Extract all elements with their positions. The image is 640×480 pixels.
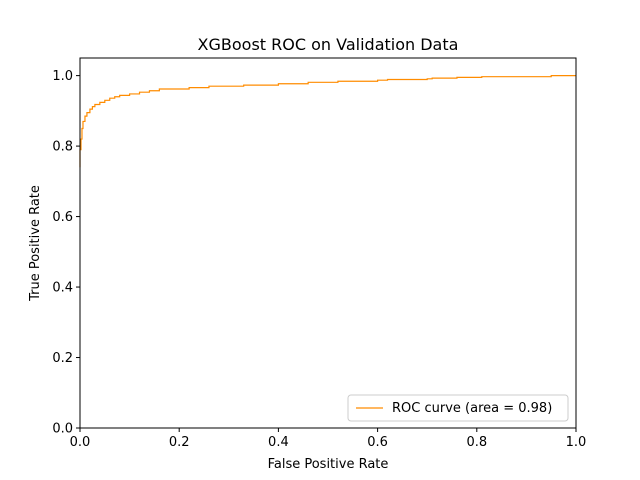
legend-box <box>347 394 569 422</box>
x-tick-label: 1.0 <box>566 435 587 450</box>
roc-curve-line <box>79 75 576 168</box>
x-tick-label: 0.2 <box>169 435 190 450</box>
x-axis-ticks: 0.0 0.2 0.4 0.6 0.8 1.0 <box>70 428 587 450</box>
x-tick-label: 0.8 <box>466 435 487 450</box>
plot-area <box>80 58 576 428</box>
chart-title: XGBoost ROC on Validation Data <box>198 35 459 54</box>
plot-frame <box>79 57 577 429</box>
y-tick-label: 0.8 <box>52 140 73 155</box>
y-axis-ticks: 0.0 0.2 0.4 0.6 0.8 1.0 <box>52 69 80 437</box>
x-tick-label: 0.6 <box>367 435 388 450</box>
curve-layer <box>79 75 576 168</box>
x-tick-label: 0.4 <box>268 435 289 450</box>
legend-label: ROC curve (area = 0.98) <box>392 401 552 416</box>
y-tick-label: 0.4 <box>52 281 73 296</box>
y-tick-label: 1.0 <box>52 69 73 84</box>
y-tick-label: 0.2 <box>52 351 73 366</box>
x-tick-label: 0.0 <box>70 435 91 450</box>
y-axis-label: True Positive Rate <box>28 185 43 302</box>
y-tick-label: 0.0 <box>52 422 73 437</box>
legend: ROC curve (area = 0.98) <box>347 394 569 422</box>
y-tick-label: 0.6 <box>52 210 73 225</box>
x-axis-label: False Positive Rate <box>268 457 389 472</box>
